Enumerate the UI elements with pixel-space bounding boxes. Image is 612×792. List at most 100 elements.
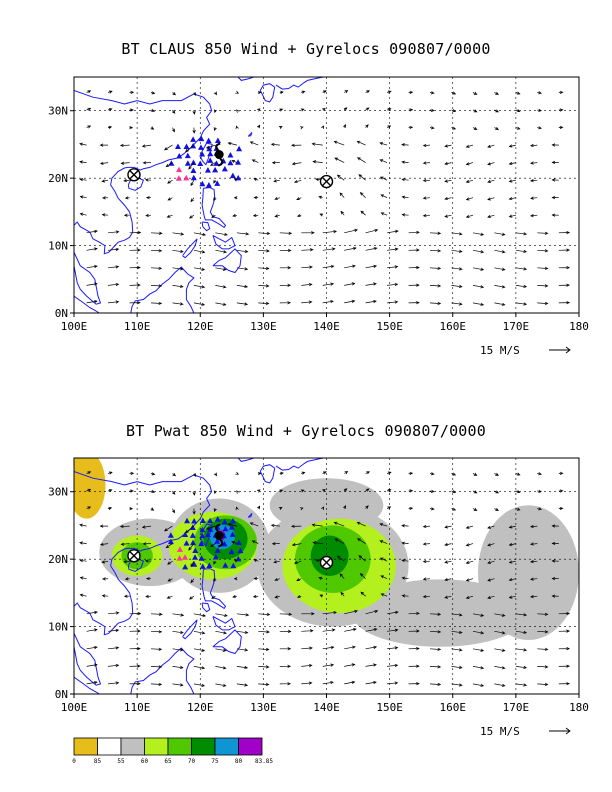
p2-wind-vector: [558, 646, 571, 651]
p1-wind-vector: [120, 161, 130, 165]
p1-wind-vector: [99, 143, 109, 147]
p2-wind-vector: [193, 473, 197, 477]
p2-wind-vector: [515, 472, 521, 476]
p2-wind-vector: [236, 613, 250, 617]
p1-wind-vector: [422, 143, 431, 148]
p2-wind-vector: [387, 628, 399, 632]
p2-wind-vector: [101, 594, 109, 598]
p1-wind-vector: [494, 249, 506, 254]
p2-convection-triangle: [222, 562, 229, 568]
p1-wind-vector: [210, 162, 216, 166]
p2-wind-vector: [144, 559, 152, 563]
p2-wind-vector: [215, 683, 227, 687]
p2-x-tick-label: 160E: [440, 701, 467, 714]
p2-wind-vector: [422, 559, 431, 564]
p1-convection-triangle: [205, 182, 212, 188]
p2-wind-vector: [236, 665, 249, 670]
p2-wind-vector: [422, 594, 431, 599]
p2-colorbar-label: 70: [188, 758, 196, 765]
p2-wind-vector: [551, 576, 559, 581]
p1-wind-vector: [537, 126, 542, 130]
p2-colorbar-label: 83.85: [255, 758, 273, 765]
p1-wind-vector: [172, 302, 184, 306]
p1-wind-vector: [251, 159, 259, 163]
p1-wind-vector: [558, 230, 571, 235]
p1-wind-vector: [124, 196, 130, 200]
p1-wind-vector: [529, 161, 538, 165]
p2-wind-vector: [494, 613, 506, 617]
p2-wind-vector: [401, 559, 409, 563]
p1-wind-vector: [340, 210, 345, 216]
p2-wind-vector: [429, 507, 435, 511]
p1-wind-vector: [365, 299, 377, 304]
p1-convection-triangle: [197, 160, 204, 166]
p1-wind-vector: [358, 174, 366, 181]
p2-wind-vector: [86, 610, 98, 615]
p2-colorbar-swatch: [120, 737, 145, 756]
p2-wind-vector: [86, 680, 98, 685]
p2-gyre-marker: [127, 549, 141, 563]
p1-wind-vector: [279, 301, 291, 305]
p1-wind-vector: [508, 179, 516, 183]
p2-wind-vector: [301, 629, 314, 633]
p2-wind-vector: [150, 507, 155, 511]
p2-coastline: [74, 633, 102, 686]
p1-x-tick-label: 130E: [250, 320, 277, 333]
p1-wind-vector: [279, 248, 292, 253]
p2-wind-vector: [529, 524, 538, 529]
p1-wind-vector: [108, 265, 120, 269]
p2-wind-vector: [150, 612, 163, 616]
p2-wind-vector: [344, 627, 357, 632]
p2-wind-vector: [558, 506, 564, 511]
p1-wind-vector: [422, 161, 431, 165]
p2-wind-vector: [258, 665, 270, 669]
p2-wind-vector: [108, 646, 120, 650]
p1-y-tick-label: 30N: [48, 105, 68, 118]
p2-wind-vector: [279, 612, 293, 616]
p1-wind-vector: [444, 144, 452, 148]
p1-wind-vector: [257, 90, 262, 95]
p1-wind-vector: [273, 179, 280, 183]
p2-wind-vector: [150, 472, 156, 476]
p2-colorbar-swatch: [167, 737, 192, 756]
p2-wind-vector: [215, 630, 228, 635]
p1-y-tick-label: 10N: [48, 240, 68, 253]
p2-wind-vector: [258, 647, 270, 652]
p1-wind-vector: [408, 265, 420, 270]
p2-wind-vector: [296, 578, 302, 582]
p2-convection-triangle: [207, 517, 214, 524]
p2-wind-vector: [537, 665, 549, 669]
p2-wind-vector: [322, 680, 334, 685]
p1-wind-vector: [167, 179, 173, 184]
p1-wind-vector: [108, 125, 113, 129]
p1-wind-vector: [359, 192, 366, 198]
p2-wind-vector: [129, 646, 141, 651]
p1-wind-vector: [387, 300, 399, 304]
p1-wind-vector: [451, 267, 463, 271]
p1-wind-vector: [365, 124, 369, 128]
p2-wind-vector: [171, 508, 175, 514]
p2-wind-vector: [429, 472, 435, 476]
p1-wind-vector: [537, 284, 549, 288]
p1-plot-area: [74, 77, 579, 313]
p1-convection-triangle: [205, 137, 212, 144]
p1-convection-triangle: [199, 151, 206, 157]
p2-gyre-marker: [319, 555, 334, 570]
p1-wind-vector: [444, 161, 452, 166]
p1-wind-vector: [145, 213, 152, 218]
p2-wind-vector: [165, 543, 173, 549]
p2-coastline: [74, 676, 100, 694]
p2-convection-triangle: [184, 517, 191, 524]
p1-wind-vector: [301, 300, 313, 304]
p2-y-tick-label: 0N: [55, 688, 68, 701]
chart-title-1: BT CLAUS 850 Wind + Gyrelocs 090807/0000: [121, 40, 491, 58]
p2-convection-triangle: [199, 526, 206, 533]
p2-wind-vector: [537, 507, 542, 511]
p1-wind-vector: [293, 179, 302, 184]
p2-wind-vector: [387, 646, 399, 650]
p1-wind-vector: [213, 109, 217, 114]
p1-wind-vector: [558, 90, 564, 95]
p1-wind-vector: [150, 249, 163, 253]
p1-convection-triangle: [190, 174, 197, 181]
p2-wind-vector: [515, 683, 528, 687]
